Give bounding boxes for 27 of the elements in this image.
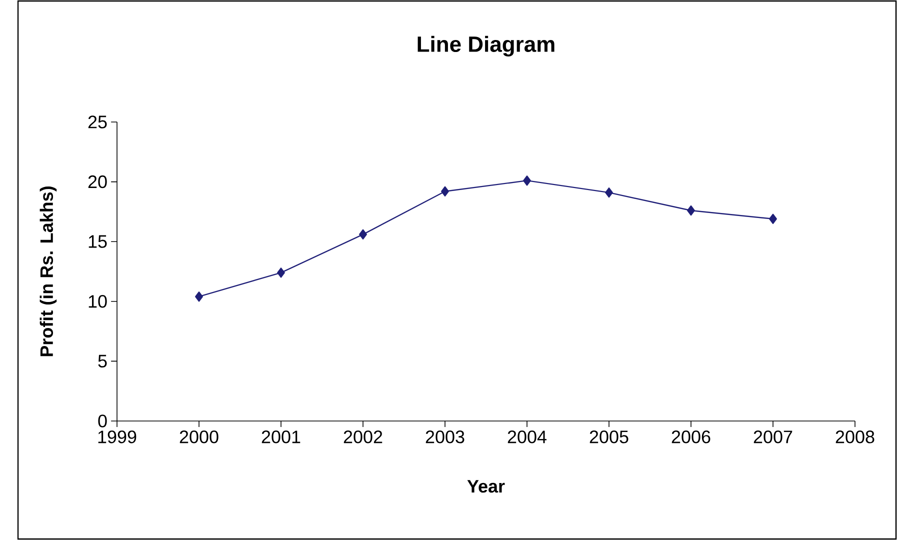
x-tick-label: 2008 [836, 430, 874, 444]
x-tick-label: 2007 [754, 430, 792, 444]
x-tick-label: 2005 [590, 430, 628, 444]
y-tick-label: 0 [98, 414, 107, 428]
y-tick-label: 10 [88, 295, 107, 308]
x-axis-title: Year [467, 480, 505, 493]
point [687, 205, 695, 216]
x-tick-label: 2003 [426, 430, 464, 444]
chart-title: Line Diagram [418, 36, 554, 56]
point [277, 268, 285, 278]
y-tick-label: 5 [98, 354, 107, 368]
x-tick-label: 2004 [508, 430, 546, 444]
x-tick-label: 2000 [180, 430, 218, 444]
point [359, 229, 367, 240]
point [195, 292, 203, 302]
point [523, 175, 531, 186]
point [769, 214, 777, 224]
x-tick-label: 2002 [344, 430, 382, 444]
x-tick-label: 1999 [98, 430, 136, 444]
y-tick-label: 15 [88, 235, 107, 248]
point [605, 187, 613, 198]
x-tick-label: 2001 [262, 430, 300, 444]
y-axis-title: Profit (in Rs. Lakhs) [40, 186, 57, 356]
y-tick-label: 20 [88, 175, 107, 188]
y-tick-label: 25 [88, 116, 107, 128]
x-tick-label: 2006 [672, 430, 710, 444]
point [441, 186, 449, 196]
